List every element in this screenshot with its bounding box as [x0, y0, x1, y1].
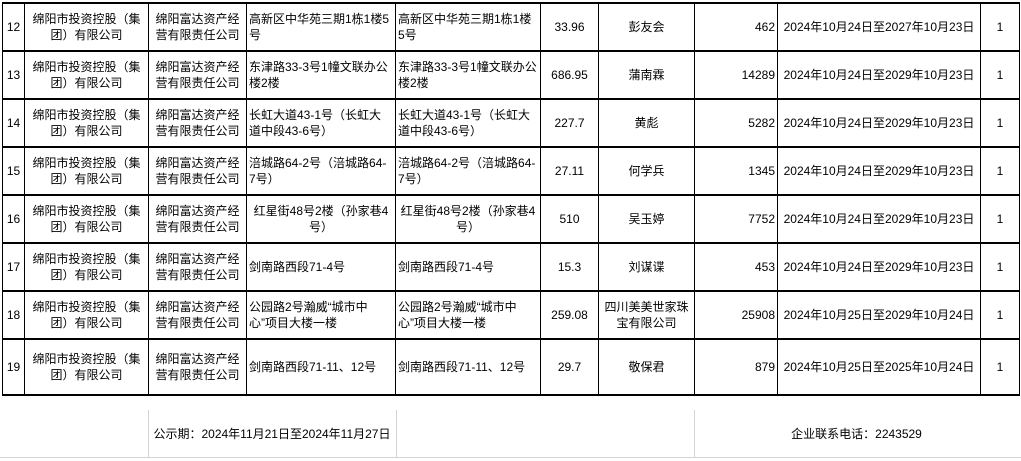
- table-row: 19 绵阳市投资控股（集团）有限公司 绵阳富达资产经营有限责任公司 剑南路西段71-1…: [2, 338, 1020, 396]
- cell-address-lease: 长虹大道43-1号（长虹大道中段43-6号）: [395, 98, 541, 148]
- table-body: 12 绵阳市投资控股（集团）有限公司 绵阳富达资产经营有限责任公司 高新区中华苑三期1…: [2, 2, 1020, 396]
- cell-amount: 7752: [694, 194, 778, 244]
- cell-count: 1: [980, 98, 1020, 148]
- cell-owner-company: 绵阳市投资控股（集团）有限公司: [24, 146, 149, 196]
- cell-tenant: 敬保君: [598, 338, 695, 396]
- cell-owner-company: 绵阳市投资控股（集团）有限公司: [24, 338, 149, 396]
- cell-lease-period: 2024年10月24日至2029年10月23日: [777, 194, 981, 244]
- cell-area: 510: [540, 194, 599, 244]
- cell-seq: 19: [2, 338, 25, 396]
- cell-operator-company: 绵阳富达资产经营有限责任公司: [148, 146, 247, 196]
- contact-phone-text: 企业联系电话：2243529: [791, 427, 922, 441]
- table-row: 16 绵阳市投资控股（集团）有限公司 绵阳富达资产经营有限责任公司 红星街48号2楼（…: [2, 194, 1020, 244]
- cell-operator-company: 绵阳富达资产经营有限责任公司: [148, 242, 247, 292]
- cell-address-location: 剑南路西段71-4号: [246, 242, 396, 292]
- table-row: 13 绵阳市投资控股（集团）有限公司 绵阳富达资产经营有限责任公司 东津路33-3号1…: [2, 50, 1020, 100]
- cell-area: 27.11: [540, 146, 599, 196]
- cell-owner-company: 绵阳市投资控股（集团）有限公司: [24, 194, 149, 244]
- footer-gridline: [148, 410, 149, 457]
- cell-area: 686.95: [540, 50, 599, 100]
- cell-amount: 1345: [694, 146, 778, 196]
- cell-amount: 14289: [694, 50, 778, 100]
- cell-operator-company: 绵阳富达资产经营有限责任公司: [148, 290, 247, 340]
- cell-amount: 462: [694, 2, 778, 52]
- cell-operator-company: 绵阳富达资产经营有限责任公司: [148, 98, 247, 148]
- cell-operator-company: 绵阳富达资产经营有限责任公司: [148, 194, 247, 244]
- cell-address-lease: 高新区中华苑三期1栋1楼5号: [395, 2, 541, 52]
- cell-owner-company: 绵阳市投资控股（集团）有限公司: [24, 2, 149, 52]
- cell-lease-period: 2024年10月25日至2029年10月24日: [777, 290, 981, 340]
- cell-owner-company: 绵阳市投资控股（集团）有限公司: [24, 98, 149, 148]
- cell-address-lease: 涪城路64-2号（涪城路64-7号）: [395, 146, 541, 196]
- cell-tenant: 吴玉婷: [598, 194, 695, 244]
- rental-publicity-table: 12 绵阳市投资控股（集团）有限公司 绵阳富达资产经营有限责任公司 高新区中华苑三期1…: [2, 2, 1020, 396]
- cell-count: 1: [980, 290, 1020, 340]
- footer-gridline: [694, 410, 695, 457]
- cell-address-location: 红星街48号2楼（孙家巷4号）: [246, 194, 396, 244]
- cell-count: 1: [980, 242, 1020, 292]
- cell-area: 33.96: [540, 2, 599, 52]
- cell-operator-company: 绵阳富达资产经营有限责任公司: [148, 50, 247, 100]
- cell-lease-period: 2024年10月24日至2029年10月23日: [777, 146, 981, 196]
- table-row: 14 绵阳市投资控股（集团）有限公司 绵阳富达资产经营有限责任公司 长虹大道43-1号…: [2, 98, 1020, 148]
- cell-count: 1: [980, 2, 1020, 52]
- table-footer: 公示期：2024年11月21日至2024年11月27日 企业联系电话：22435…: [0, 410, 1021, 459]
- cell-address-location: 东津路33-3号1幢文联办公楼2楼: [246, 50, 396, 100]
- cell-tenant: 刘谋谍: [598, 242, 695, 292]
- cell-area: 259.08: [540, 290, 599, 340]
- cell-lease-period: 2024年10月25日至2025年10月24日: [777, 338, 981, 396]
- cell-lease-period: 2024年10月24日至2027年10月23日: [777, 2, 981, 52]
- cell-count: 1: [980, 338, 1020, 396]
- cell-count: 1: [980, 146, 1020, 196]
- publicity-period-text: 公示期：2024年11月21日至2024年11月27日: [153, 427, 391, 441]
- cell-address-location: 高新区中华苑三期1栋1楼5号: [246, 2, 396, 52]
- table-row: 17 绵阳市投资控股（集团）有限公司 绵阳富达资产经营有限责任公司 剑南路西段71-4…: [2, 242, 1020, 292]
- cell-address-location: 公园路2号瀚威“城市中心”项目大楼一楼: [246, 290, 396, 340]
- cell-area: 29.7: [540, 338, 599, 396]
- cell-seq: 15: [2, 146, 25, 196]
- cell-amount: 25908: [694, 290, 778, 340]
- table-row: 15 绵阳市投资控股（集团）有限公司 绵阳富达资产经营有限责任公司 涪城路64-2号（…: [2, 146, 1020, 196]
- table-row: 12 绵阳市投资控股（集团）有限公司 绵阳富达资产经营有限责任公司 高新区中华苑三期1…: [2, 2, 1020, 52]
- cell-address-location: 涪城路64-2号（涪城路64-7号）: [246, 146, 396, 196]
- cell-amount: 879: [694, 338, 778, 396]
- cell-lease-period: 2024年10月24日至2029年10月23日: [777, 98, 981, 148]
- cell-seq: 12: [2, 2, 25, 52]
- footer-bottom-gridline: [0, 457, 1021, 458]
- cell-address-lease: 公园路2号瀚威“城市中心”项目大楼一楼: [395, 290, 541, 340]
- cell-area: 227.7: [540, 98, 599, 148]
- cell-area: 15.3: [540, 242, 599, 292]
- cell-lease-period: 2024年10月24日至2029年10月23日: [777, 242, 981, 292]
- cell-seq: 18: [2, 290, 25, 340]
- table-row: 18 绵阳市投资控股（集团）有限公司 绵阳富达资产经营有限责任公司 公园路2号瀚威“城…: [2, 290, 1020, 340]
- cell-owner-company: 绵阳市投资控股（集团）有限公司: [24, 290, 149, 340]
- cell-operator-company: 绵阳富达资产经营有限责任公司: [148, 2, 247, 52]
- cell-tenant: 彭友会: [598, 2, 695, 52]
- cell-address-location: 长虹大道43-1号（长虹大道中段43-6号）: [246, 98, 396, 148]
- cell-address-location: 剑南路西段71-11、12号: [246, 338, 396, 396]
- cell-seq: 14: [2, 98, 25, 148]
- cell-count: 1: [980, 194, 1020, 244]
- cell-seq: 13: [2, 50, 25, 100]
- cell-tenant: 黄彪: [598, 98, 695, 148]
- cell-amount: 5282: [694, 98, 778, 148]
- cell-lease-period: 2024年10月24日至2029年10月23日: [777, 50, 981, 100]
- cell-address-lease: 东津路33-3号1幢文联办公楼2楼: [395, 50, 541, 100]
- cell-owner-company: 绵阳市投资控股（集团）有限公司: [24, 242, 149, 292]
- cell-tenant: 四川美美世家珠宝有限公司: [598, 290, 695, 340]
- cell-address-lease: 剑南路西段71-11、12号: [395, 338, 541, 396]
- cell-address-lease: 剑南路西段71-4号: [395, 242, 541, 292]
- cell-seq: 17: [2, 242, 25, 292]
- cell-seq: 16: [2, 194, 25, 244]
- cell-operator-company: 绵阳富达资产经营有限责任公司: [148, 338, 247, 396]
- cell-tenant: 蒲南霖: [598, 50, 695, 100]
- cell-owner-company: 绵阳市投资控股（集团）有限公司: [24, 50, 149, 100]
- cell-address-lease: 红星街48号2楼（孙家巷4号）: [395, 194, 541, 244]
- cell-amount: 453: [694, 242, 778, 292]
- cell-tenant: 何学兵: [598, 146, 695, 196]
- footer-gridline: [396, 410, 397, 457]
- cell-count: 1: [980, 50, 1020, 100]
